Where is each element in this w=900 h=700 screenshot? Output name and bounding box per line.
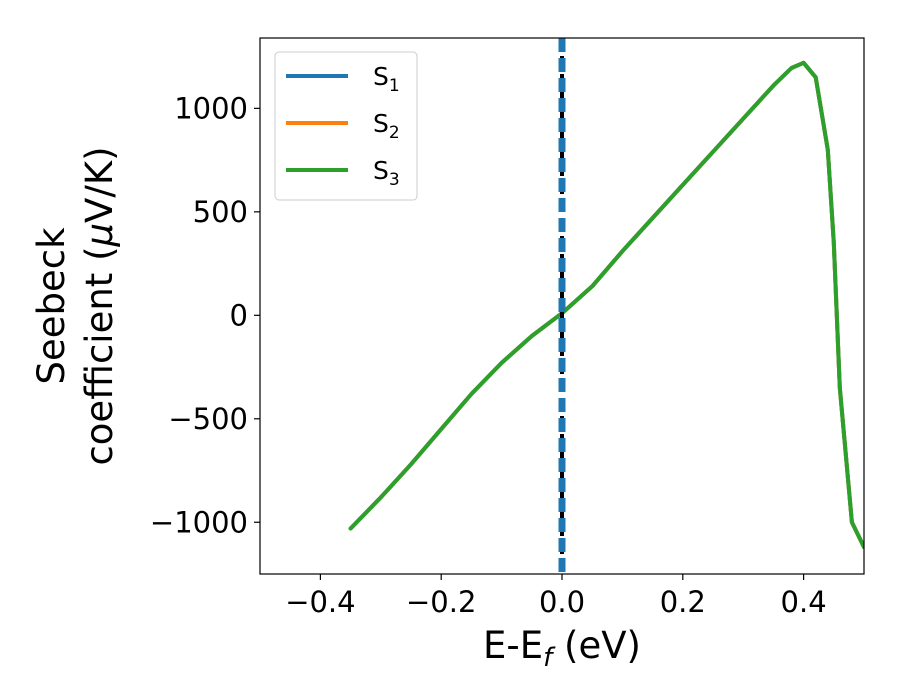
y-axis-label-line2: coefficient (μV/K) <box>78 146 121 465</box>
y-tick-label: 500 <box>193 195 248 229</box>
y-tick-label: −1000 <box>150 505 248 539</box>
x-tick-label: 0.4 <box>781 585 827 619</box>
legend-label-s1: S1 <box>373 62 400 96</box>
x-tick-label: −0.2 <box>406 585 476 619</box>
legend-label-s3: S3 <box>373 156 400 190</box>
y-axis-label-line1: Seebeck <box>30 227 73 385</box>
y-axis-label: Seebeck coefficient (μV/K) <box>30 146 121 465</box>
series-line-s2 <box>348 60 864 550</box>
series-layer <box>348 60 864 550</box>
series-line-s1 <box>348 60 864 550</box>
legend-entries: S1 S2 S3 <box>286 62 400 190</box>
x-tick-label: 0.0 <box>539 585 585 619</box>
x-tick-label: −0.4 <box>285 585 355 619</box>
legend: S1 S2 S3 <box>274 51 418 201</box>
y-axis-label-unit: V/K) <box>78 146 121 222</box>
y-axis-label-mu: μ <box>78 223 121 248</box>
series-line-s3 <box>348 60 864 550</box>
legend-label-s2: S2 <box>373 109 400 143</box>
y-axis-label-line2-prefix: coefficient ( <box>78 246 121 465</box>
x-axis-label-main: E-E <box>483 624 543 667</box>
x-axis-label: E-Ef (eV) <box>483 624 641 673</box>
y-tick-label: 1000 <box>174 91 248 125</box>
y-tick-label: 0 <box>230 298 248 332</box>
y-axis-ticks: −1000 −500 0 500 1000 <box>150 91 260 539</box>
y-tick-label: −500 <box>168 402 248 436</box>
x-tick-label: 0.2 <box>660 585 706 619</box>
legend-box <box>274 51 418 201</box>
x-axis-label-unit: (eV) <box>552 624 641 667</box>
x-axis-ticks: −0.4 −0.2 0.0 0.2 0.4 <box>285 574 827 619</box>
